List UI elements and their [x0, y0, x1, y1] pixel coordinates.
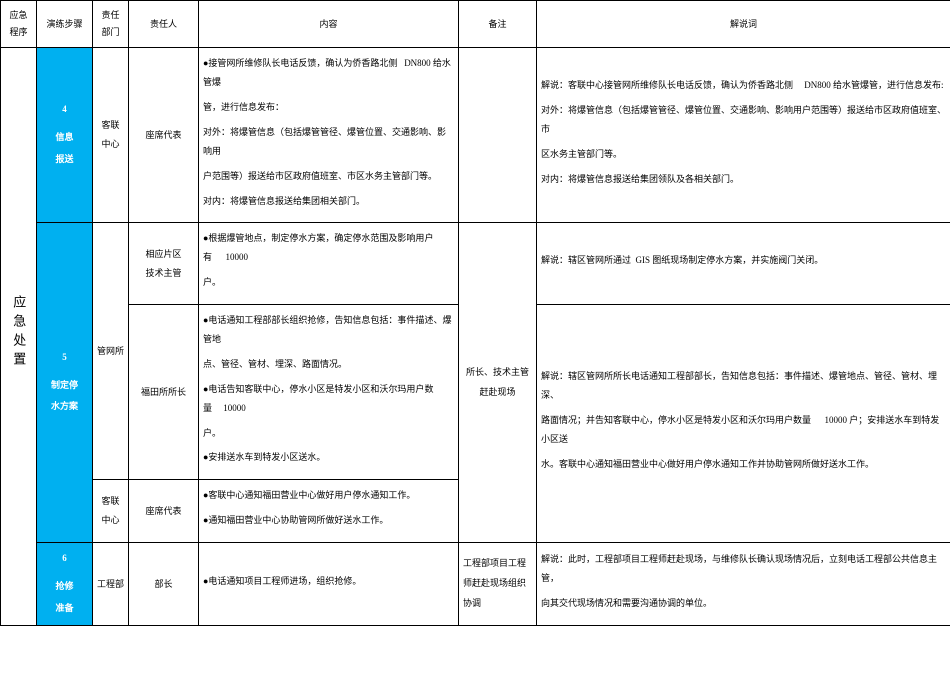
script-s5b: 解说：辖区管网所所长电话通知工程部部长，告知信息包括：事件描述、爆管地点、管径、… — [537, 305, 950, 543]
step-5-cell: 5 制定停 水方案 — [37, 223, 93, 543]
header-dept: 责任 部门 — [93, 1, 129, 48]
table-row: 6 抢修 准备 工程部 部长 ●电话通知项目工程师进场，组织抢修。 工程部项目工… — [1, 543, 950, 626]
header-program: 应急 程序 — [1, 1, 37, 48]
header-step: 演练步骤 — [37, 1, 93, 48]
content-s5c: ●客联中心通知福田营业中心做好用户停水通知工作。 ●通知福田营业中心协助管网所做… — [199, 480, 459, 543]
content-s6: ●电话通知项目工程师进场，组织抢修。 — [199, 543, 459, 626]
table-header: 应急 程序 演练步骤 责任 部门 责任人 内容 备注 解说词 — [1, 1, 950, 48]
table-row: 5 制定停 水方案 管网所 相应片区 技术主管 ●根据爆管地点，制定停水方案，确… — [1, 223, 950, 305]
step-4-cell: 4 信息 报送 — [37, 48, 93, 223]
script-s5a: 解说：辖区管网所通过 GIS 图纸现场制定停水方案，并实施阀门关闭。 — [537, 223, 950, 305]
dept-kelian: 客联 中心 — [93, 48, 129, 223]
dept-guanwang: 管网所 — [93, 223, 129, 480]
script-s4: 解说：客联中心接管网所维修队长电话反馈，确认为侨香路北侧 DN800 给水管爆管… — [537, 48, 950, 223]
header-person: 责任人 — [129, 1, 199, 48]
header-remark: 备注 — [459, 1, 537, 48]
header-script: 解说词 — [537, 1, 950, 48]
content-s5b: ●电话通知工程部部长组织抢修，告知信息包括：事件描述、爆管地 点、管径、管材、埋… — [199, 305, 459, 480]
person-futian: 福田所所长 — [129, 305, 199, 480]
person-zuoxi: 座席代表 — [129, 48, 199, 223]
content-s5a: ●根据爆管地点，制定停水方案，确定停水范围及影响用户有 10000 户。 — [199, 223, 459, 305]
header-content: 内容 — [199, 1, 459, 48]
drill-table: 应急 程序 演练步骤 责任 部门 责任人 内容 备注 解说词 应急处置 4 信息… — [0, 0, 950, 626]
remark-s5: 所长、技术主管赶赴现场 — [459, 223, 537, 543]
remark-s6: 工程部项目工程师赶赴现场组织协调 — [459, 543, 537, 626]
dept-kelian-2: 客联 中心 — [93, 480, 129, 543]
table-row: 应急处置 4 信息 报送 客联 中心 座席代表 ●接管网所维修队长电话反馈，确认… — [1, 48, 950, 223]
person-buzhang: 部长 — [129, 543, 199, 626]
remark-s4 — [459, 48, 537, 223]
dept-gongcheng: 工程部 — [93, 543, 129, 626]
content-s4: ●接管网所维修队长电话反馈，确认为侨香路北侧 DN800 给水管爆 管，进行信息… — [199, 48, 459, 223]
script-s6: 解说：此时，工程部项目工程师赶赴现场，与维修队长确认现场情况后，立刻电话工程部公… — [537, 543, 950, 626]
step-6-cell: 6 抢修 准备 — [37, 543, 93, 626]
program-cell: 应急处置 — [1, 48, 37, 626]
person-pianqu: 相应片区 技术主管 — [129, 223, 199, 305]
person-zuoxi-2: 座席代表 — [129, 480, 199, 543]
